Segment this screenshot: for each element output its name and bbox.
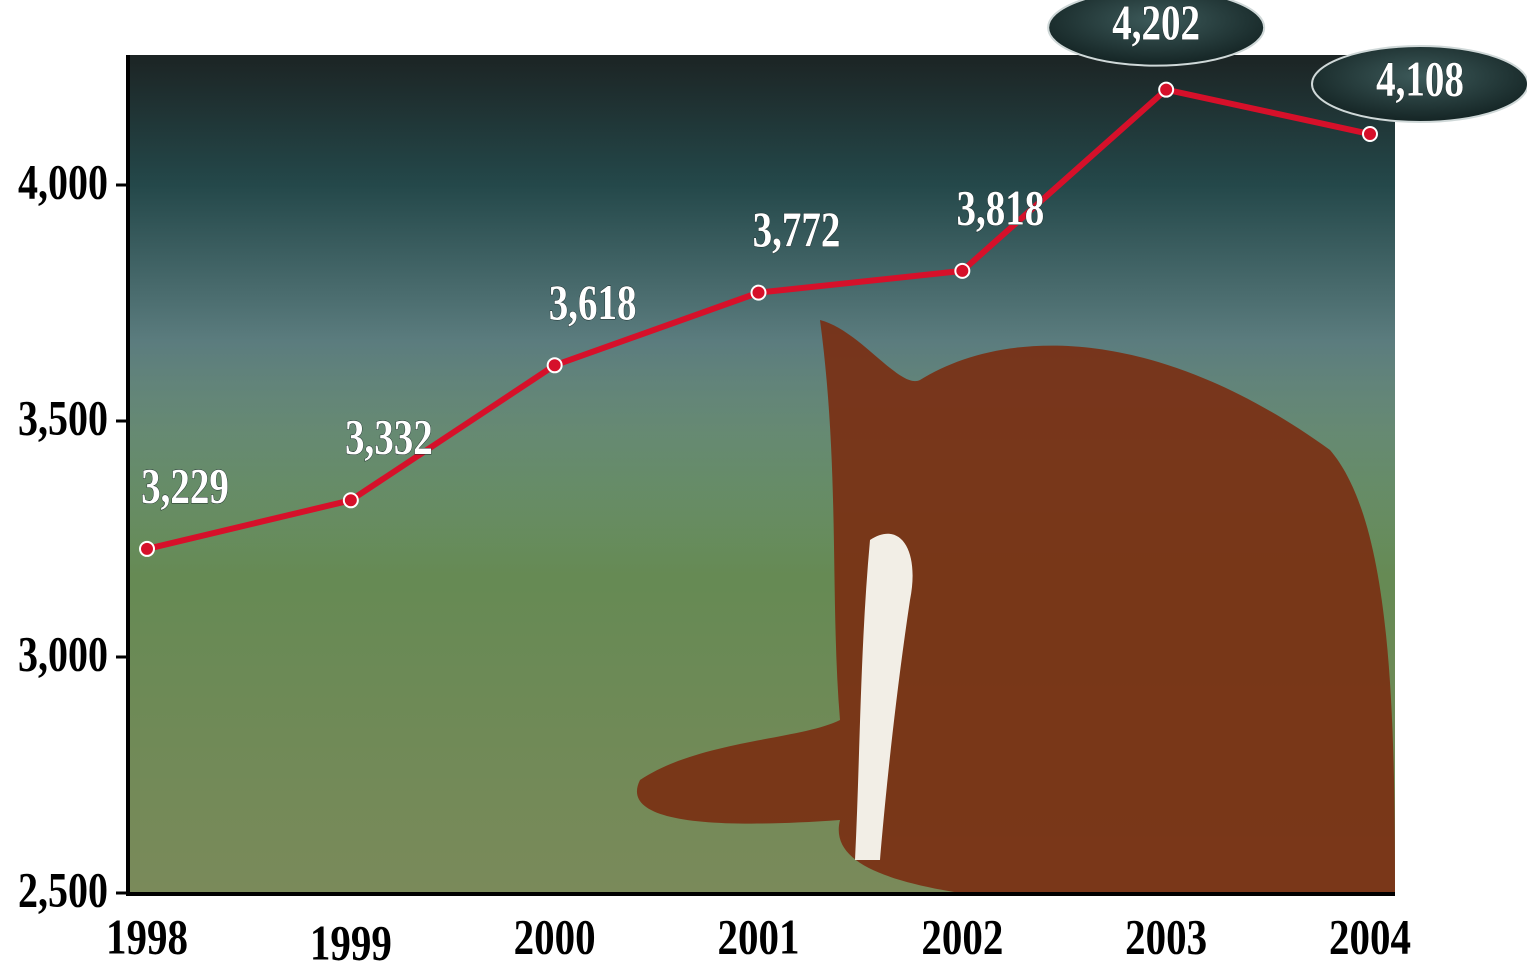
x-tick-label: 2002 bbox=[921, 909, 1003, 965]
x-tick-label: 1999 bbox=[310, 915, 392, 971]
label-badge bbox=[1047, 0, 1266, 67]
value-label: 3,332 bbox=[345, 409, 433, 465]
value-label: 3,818 bbox=[956, 180, 1044, 236]
x-tick-label: 2003 bbox=[1125, 909, 1207, 965]
data-point bbox=[546, 357, 563, 374]
x-tick-label: 1998 bbox=[106, 909, 188, 965]
value-label: 4,108 bbox=[1376, 51, 1464, 107]
value-label: 3,618 bbox=[549, 274, 637, 330]
x-tick-label: 2001 bbox=[718, 909, 800, 965]
data-point bbox=[139, 540, 155, 557]
background-photo bbox=[130, 55, 1395, 893]
label-badge bbox=[1311, 45, 1527, 124]
y-tick-label: 4,000 bbox=[18, 154, 108, 209]
value-label: 3,229 bbox=[141, 458, 229, 514]
y-tick-label: 2,500 bbox=[18, 862, 108, 917]
value-label: 4,202 bbox=[1112, 0, 1200, 50]
data-point bbox=[1362, 126, 1378, 143]
x-tick-label: 2004 bbox=[1329, 909, 1411, 965]
data-point bbox=[954, 262, 971, 279]
value-label: 3,772 bbox=[753, 201, 841, 257]
data-point bbox=[342, 492, 359, 509]
x-tick-label: 2000 bbox=[514, 909, 596, 965]
y-tick-label: 3,500 bbox=[18, 390, 108, 445]
y-tick-label: 3,000 bbox=[18, 626, 108, 681]
data-point bbox=[1158, 81, 1175, 98]
data-point bbox=[750, 284, 767, 301]
